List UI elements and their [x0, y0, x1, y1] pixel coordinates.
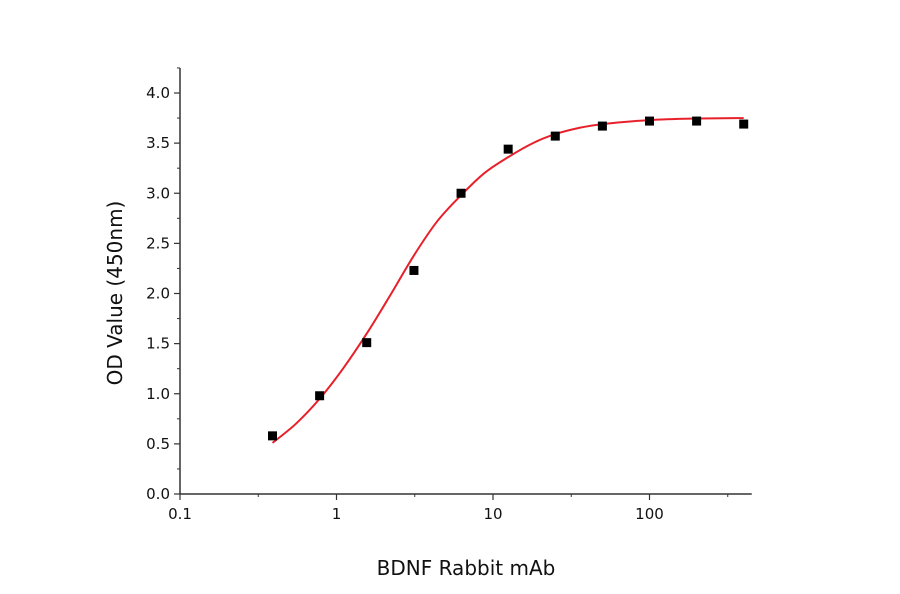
y-tick-label: 3.5: [146, 134, 170, 152]
data-point: [268, 431, 278, 441]
y-tick-label: 1.5: [146, 335, 170, 353]
data-point: [315, 391, 325, 401]
y-tick-label: 0.5: [146, 435, 170, 453]
y-tick-label: 4.0: [146, 84, 170, 102]
ticks: 0.0 0.5 1.0 1.5 2.0 2.5 3.0 3.5 4.0 0.1 1 10 100: [146, 67, 729, 523]
x-tick-label: 0.1: [168, 505, 192, 523]
y-tick-label: 0.0: [146, 485, 170, 503]
fit-curve: [271, 117, 744, 444]
y-axis-title: OD Value (450nm): [103, 201, 127, 386]
data-point: [645, 116, 654, 126]
y-tick-label: 2.5: [146, 234, 170, 252]
y-tick-label: 2.0: [146, 285, 170, 303]
data-point: [409, 265, 419, 275]
x-tick-label: 1: [332, 505, 342, 523]
data-point: [597, 121, 607, 131]
data-point: [503, 144, 513, 154]
y-tick-label: 3.0: [146, 184, 170, 202]
x-axis-title: BDNF Rabbit mAb: [377, 556, 556, 580]
data-point: [692, 116, 702, 126]
data-point: [739, 119, 749, 129]
data-point: [362, 338, 372, 348]
data-point: [456, 188, 466, 198]
data-points: [268, 116, 749, 441]
x-tick-label: 10: [483, 505, 502, 523]
y-tick-label: 1.0: [146, 385, 170, 403]
data-point: [550, 131, 560, 141]
axes: [179, 67, 752, 495]
x-tick-label: 100: [635, 505, 664, 523]
